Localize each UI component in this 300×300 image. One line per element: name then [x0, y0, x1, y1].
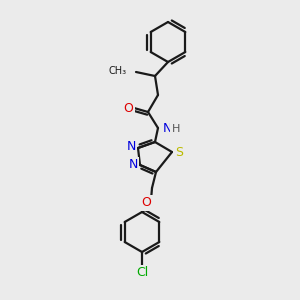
Text: Cl: Cl	[136, 266, 148, 280]
Text: O: O	[141, 196, 151, 209]
Text: H: H	[172, 124, 180, 134]
Text: N: N	[126, 140, 136, 154]
Text: S: S	[175, 146, 183, 158]
Text: N: N	[128, 158, 138, 172]
Text: O: O	[123, 101, 133, 115]
Text: CH₃: CH₃	[109, 66, 127, 76]
Text: N: N	[163, 122, 172, 136]
